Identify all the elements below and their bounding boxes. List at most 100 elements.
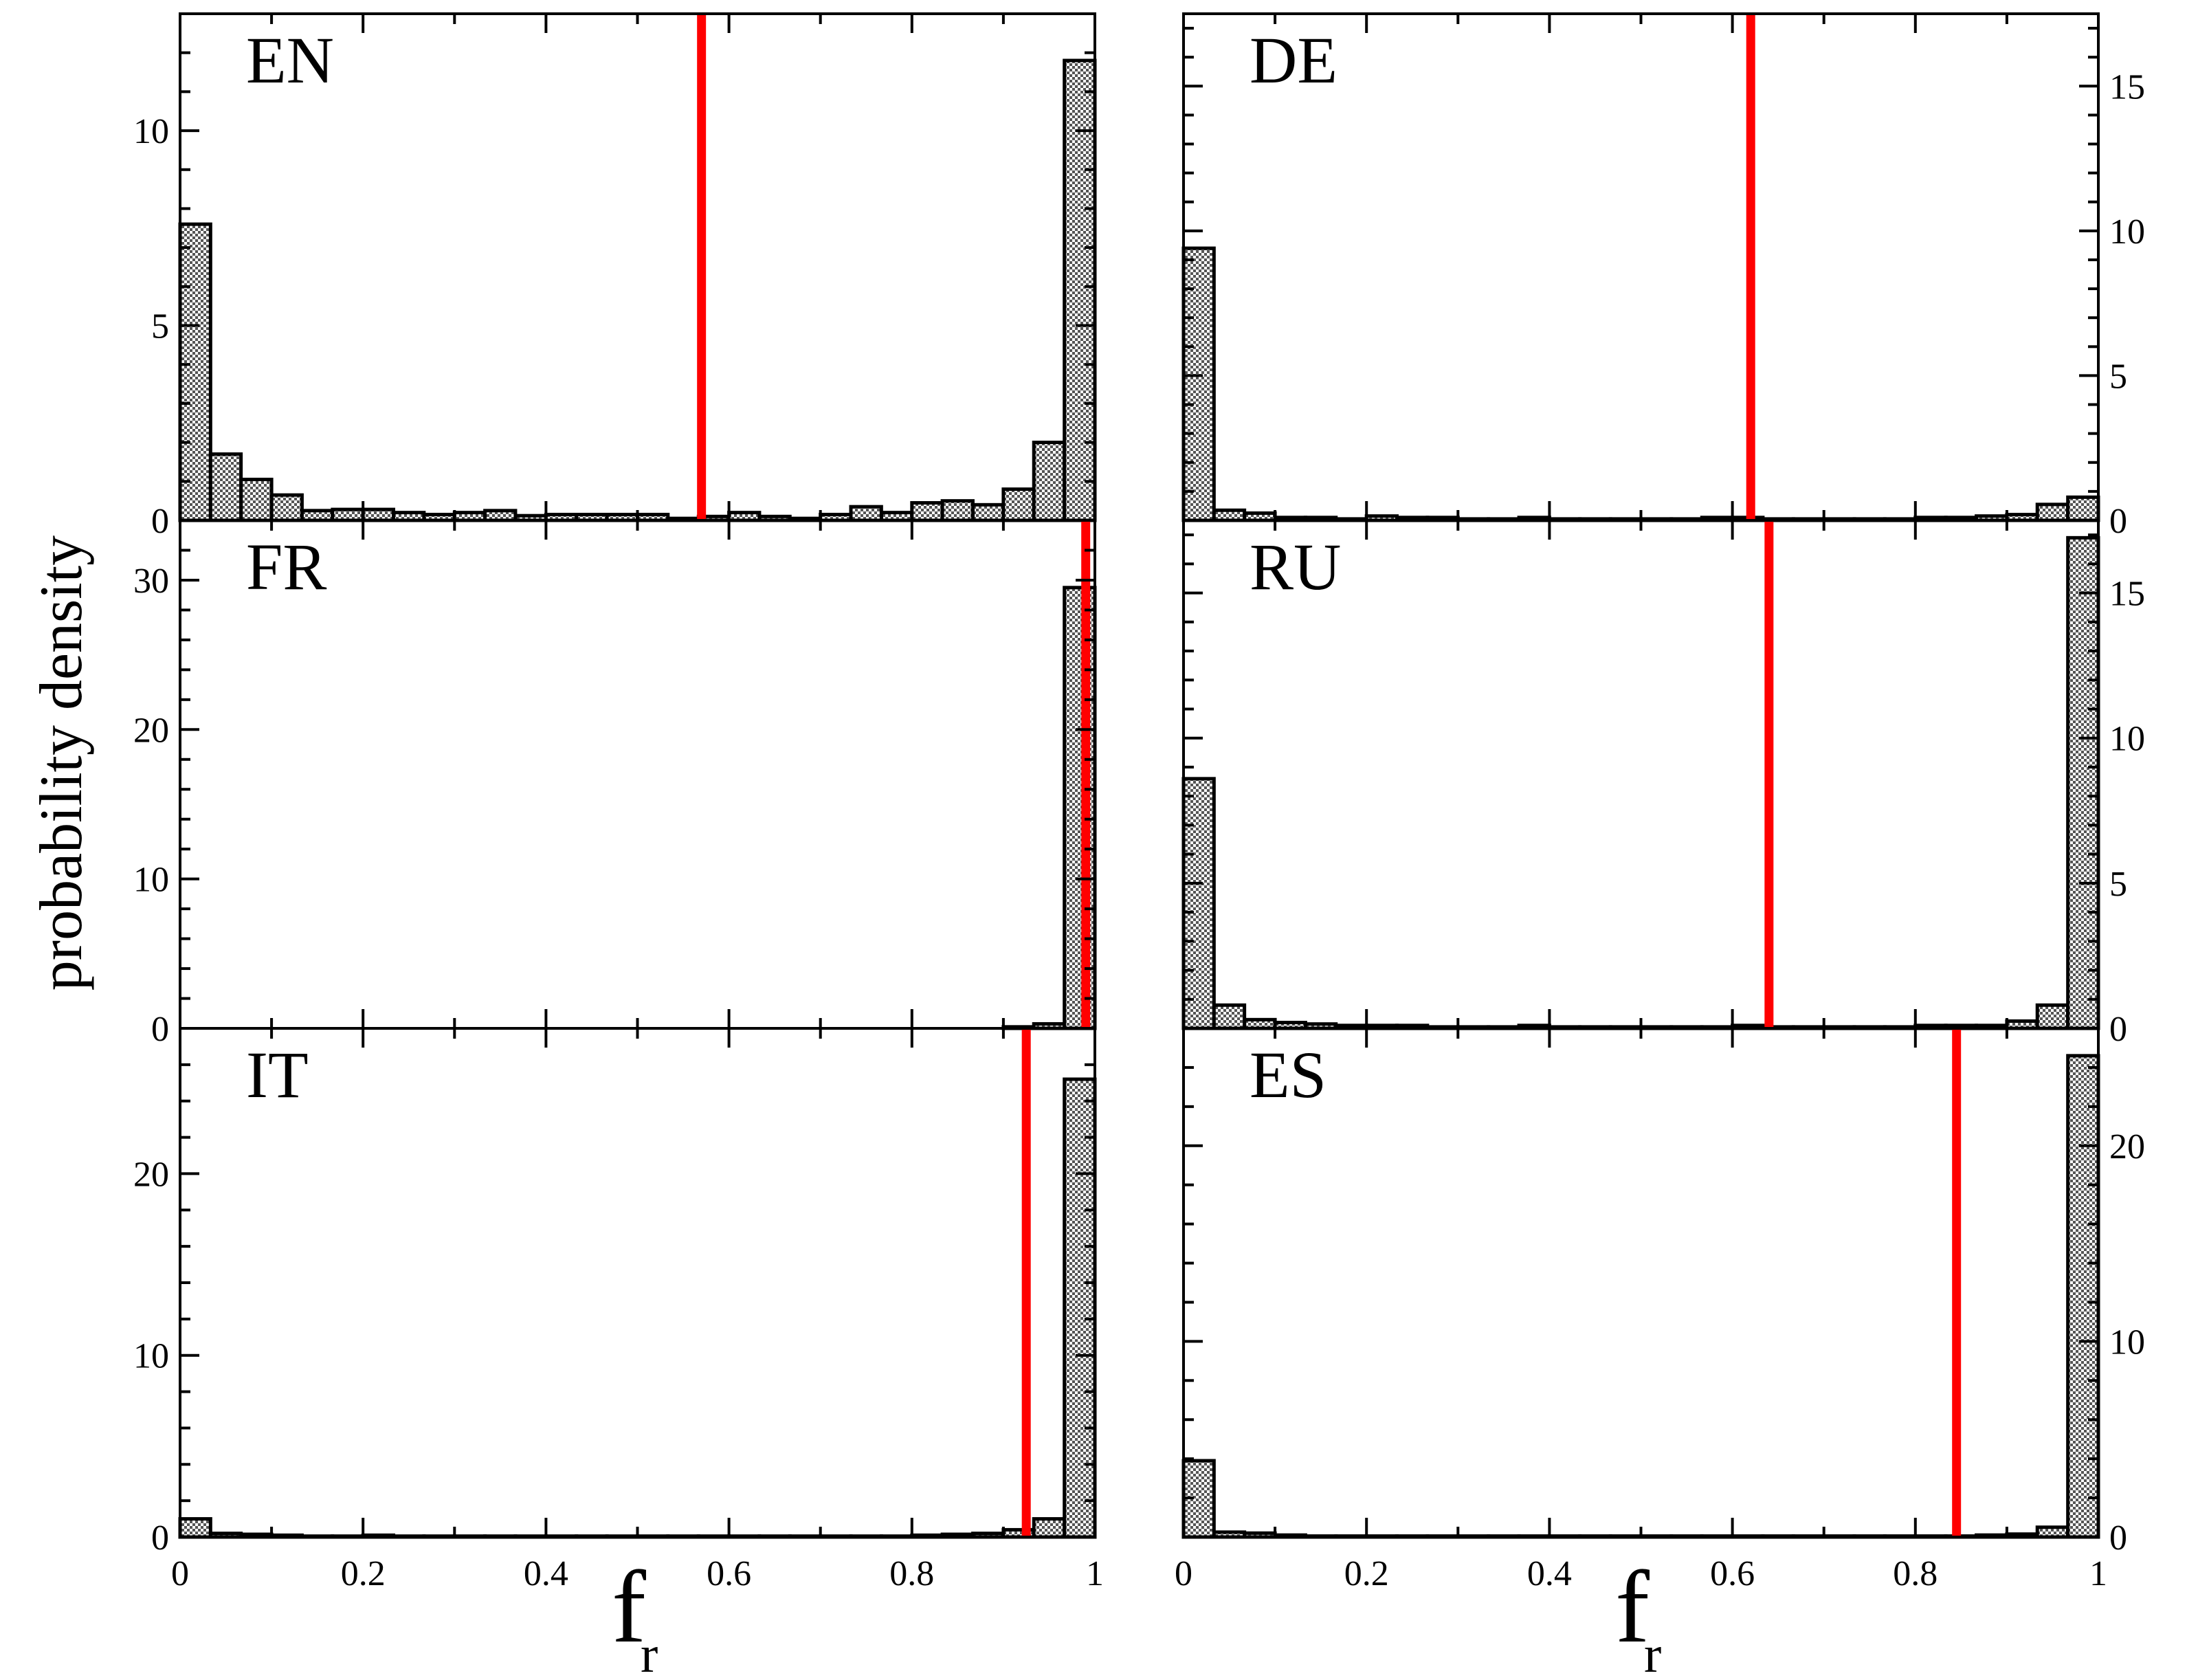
y-tick-label: 5	[2109, 865, 2127, 904]
histogram-bar	[331, 507, 365, 522]
y-tick-label: 10	[133, 1337, 169, 1376]
histogram-bar	[1212, 1003, 1247, 1030]
y-tick-label: 30	[133, 562, 169, 601]
y-tick-label: 0	[2109, 502, 2127, 541]
x-tick-label: 0.6	[707, 1554, 751, 1593]
y-tick-label: 0	[151, 1010, 169, 1049]
histogram-bar	[2035, 1003, 2070, 1030]
histogram-bars	[178, 58, 1097, 522]
histogram-bars	[1181, 1054, 2100, 1539]
y-tick-label: 20	[133, 1155, 169, 1194]
y-tick-label: 0	[2109, 1518, 2127, 1558]
y-tick-label: 5	[151, 307, 169, 346]
panel-frame	[179, 1027, 1096, 1538]
y-tick-label: 15	[2109, 575, 2145, 614]
histogram-bars	[178, 1077, 1097, 1539]
x-ticks	[179, 520, 1096, 1028]
histogram-bar	[2066, 535, 2100, 1030]
histogram-bar	[2035, 1525, 2070, 1539]
x-axis-title-sub: r	[641, 1626, 658, 1680]
panel-label: FR	[246, 530, 326, 604]
histogram-bar	[2035, 502, 2070, 522]
y-axis-title: probability density	[28, 535, 95, 991]
x-axis-title-sub: r	[1644, 1626, 1661, 1680]
x-tick-label: 0.6	[1710, 1554, 1755, 1593]
y-tick-label: 0	[2109, 1010, 2127, 1049]
y-tick-label: 0	[151, 502, 169, 541]
x-tick-label: 1	[2089, 1554, 2107, 1593]
x-tick-label: 0.2	[341, 1554, 386, 1593]
histogram-bar	[269, 493, 304, 522]
x-tick-label: 0.8	[1893, 1554, 1938, 1593]
histogram-bar	[2066, 1054, 2100, 1539]
y-tick-label: 10	[2109, 212, 2145, 252]
x-axis-title-main: f	[1615, 1550, 1650, 1664]
y-tick-label: 10	[133, 112, 169, 151]
histogram-bar	[1063, 58, 1097, 522]
y-tick-label: 10	[2109, 1323, 2145, 1362]
panel-label: DE	[1250, 23, 1337, 97]
x-ticks	[1182, 1028, 2100, 1537]
x-tick-label: 0	[171, 1554, 189, 1593]
y-tick-label: 20	[2109, 1127, 2145, 1167]
x-tick-label: 0	[1175, 1554, 1192, 1593]
histogram-bar	[483, 509, 518, 522]
y-ticks	[180, 12, 1095, 522]
panel-en: 0 5 10 EN	[133, 12, 1097, 541]
x-tick-label: 0.4	[524, 1554, 568, 1593]
y-tick-label: 15	[2109, 67, 2145, 107]
histogram-bar	[1032, 441, 1067, 522]
y-tick-label: 20	[133, 711, 169, 750]
histogram-bar	[1032, 1517, 1067, 1539]
x-tick-label: 0.8	[889, 1554, 934, 1593]
histogram-bar	[940, 499, 975, 522]
panel-fr: 0 10 20 30 FR	[133, 519, 1097, 1049]
x-tick-label: 0.4	[1527, 1554, 1572, 1593]
y-ticks	[180, 1027, 1095, 1538]
x-tick-label: 0.2	[1344, 1554, 1389, 1593]
y-ticks	[1184, 1027, 2098, 1538]
x-axis-title-main: f	[612, 1550, 646, 1664]
y-ticks	[1184, 27, 2098, 522]
histogram-bars	[1001, 586, 1097, 1030]
histogram-bar	[910, 500, 944, 522]
histogram-bar	[971, 502, 1006, 522]
panel-de: 0 5 10 15 DE	[1181, 12, 2145, 541]
x-axis-title-right: f r	[1615, 1550, 1661, 1680]
x-ticks	[179, 14, 1096, 520]
histogram-bar	[849, 505, 883, 522]
histogram-bar	[1212, 508, 1247, 522]
histogram-bar	[1063, 586, 1097, 1030]
histogram-bar	[239, 477, 274, 522]
x-ticks	[1182, 14, 2100, 520]
y-ticks	[180, 519, 1095, 1030]
y-tick-label: 10	[133, 861, 169, 900]
panel-label: ES	[1250, 1038, 1326, 1112]
histogram-bar	[361, 507, 396, 522]
histogram-bar	[1181, 246, 1216, 522]
y-tick-label: 10	[2109, 720, 2145, 759]
histogram-bars	[1181, 246, 2100, 522]
y-tick-label: 0	[151, 1518, 169, 1558]
histogram-bar	[178, 222, 212, 522]
histogram-bar	[208, 452, 243, 522]
histogram-bars	[1181, 535, 2100, 1030]
histogram-bar	[300, 509, 335, 522]
y-tick-label: 5	[2109, 357, 2127, 396]
x-axis-title-left: f r	[612, 1550, 658, 1680]
histogram-bar	[178, 1517, 212, 1539]
x-ticks	[179, 1028, 1096, 1537]
panel-label: IT	[246, 1038, 309, 1112]
panel-label: EN	[246, 23, 334, 97]
histogram-bar	[1001, 487, 1036, 522]
panel-label: RU	[1250, 530, 1341, 604]
x-tick-label: 1	[1086, 1554, 1104, 1593]
y-ticks	[1184, 533, 2098, 1030]
panel-ru: 0 5 10 15 RU	[1181, 519, 2145, 1049]
histogram-bar	[1063, 1077, 1097, 1539]
histogram-bar	[2066, 495, 2100, 522]
histogram-bar	[1181, 777, 1216, 1030]
